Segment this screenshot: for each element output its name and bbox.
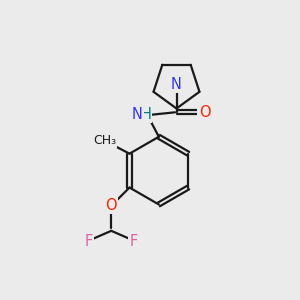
Text: O: O — [199, 105, 210, 120]
Text: N: N — [132, 107, 143, 122]
Text: F: F — [129, 234, 137, 249]
Text: N: N — [171, 77, 182, 92]
Text: H: H — [140, 107, 151, 122]
Text: CH₃: CH₃ — [93, 134, 116, 147]
Text: F: F — [85, 234, 93, 249]
Text: O: O — [105, 198, 117, 213]
